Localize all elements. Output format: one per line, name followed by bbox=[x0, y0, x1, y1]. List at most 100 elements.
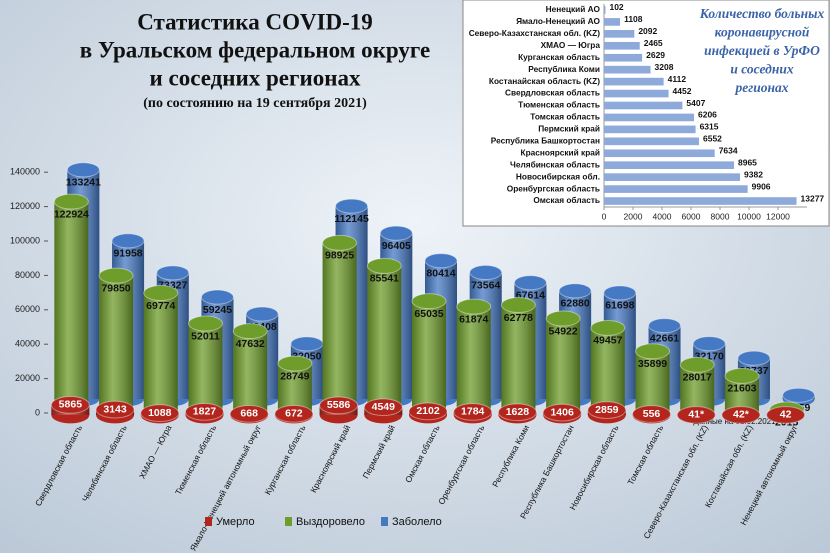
cylinder-top bbox=[143, 285, 179, 301]
cylinder-top bbox=[679, 356, 715, 373]
cylinder-top bbox=[229, 404, 269, 423]
y-tick-label: 20000 bbox=[15, 373, 40, 383]
bar bbox=[604, 113, 694, 122]
value-label: 65035 bbox=[414, 308, 443, 320]
bar bbox=[604, 197, 797, 205]
cylinder-top bbox=[587, 401, 627, 419]
cylinder-top bbox=[513, 275, 547, 291]
cylinder-top bbox=[95, 400, 135, 419]
value-label: 9382 bbox=[744, 169, 763, 179]
cylinder-top bbox=[408, 402, 448, 421]
cylinder-top bbox=[184, 402, 224, 421]
cylinder-top bbox=[632, 405, 672, 423]
cylinder-top bbox=[379, 225, 413, 241]
value-label: 102 bbox=[609, 2, 623, 12]
value-label: 3143 bbox=[103, 403, 127, 415]
cylinder-shade bbox=[501, 305, 536, 413]
cylinder-top bbox=[156, 265, 190, 281]
cylinder-top bbox=[140, 404, 180, 422]
value-label: 61698 bbox=[605, 300, 634, 312]
cylinder-top bbox=[98, 267, 134, 284]
value-label: 2102 bbox=[416, 405, 440, 417]
x-tick-label: 0 bbox=[602, 211, 607, 221]
value-label: 112145 bbox=[334, 213, 369, 225]
y-tick-label: Свердловская область bbox=[505, 88, 600, 98]
inset-title-line: коронавирусной bbox=[715, 25, 810, 40]
subtitle: (по состоянию на 19 сентября 2021) bbox=[143, 96, 367, 111]
y-tick-label: 120000 bbox=[10, 201, 40, 211]
cylinder-top bbox=[111, 233, 145, 249]
cylinder-shade bbox=[233, 331, 268, 413]
bar bbox=[604, 173, 741, 181]
value-label: 42661 bbox=[650, 332, 679, 344]
cylinder-top bbox=[245, 306, 279, 322]
value-label: 96405 bbox=[382, 240, 411, 252]
cylinder-shade bbox=[322, 242, 357, 413]
x-tick-label: 12000 bbox=[766, 211, 790, 221]
cylinder-top bbox=[635, 343, 671, 360]
legend-label: Умерло bbox=[216, 516, 255, 528]
y-tick-label: Новосибирская обл. bbox=[516, 171, 600, 181]
value-label: 91958 bbox=[113, 248, 142, 260]
cylinder-shade bbox=[590, 327, 625, 413]
cylinder-shade bbox=[367, 265, 402, 413]
y-tick-label: 80000 bbox=[15, 270, 40, 280]
value-label: 3208 bbox=[655, 62, 674, 72]
title-line: Статистика COVID-19 bbox=[137, 9, 373, 34]
x-tick-label: 4000 bbox=[653, 211, 672, 221]
legend-swatch bbox=[205, 517, 212, 526]
cylinder-top bbox=[590, 319, 626, 336]
y-tick-label: Курганская область bbox=[518, 52, 600, 62]
cylinder-top bbox=[411, 293, 447, 310]
value-label: 42 bbox=[780, 409, 792, 421]
bar bbox=[604, 53, 643, 62]
inset-title-line: Количество больных bbox=[699, 6, 825, 21]
value-label: 80414 bbox=[426, 267, 455, 279]
legend-swatch bbox=[381, 517, 388, 526]
value-label: 1628 bbox=[506, 406, 530, 418]
inset-title-line: и соседних bbox=[730, 62, 793, 77]
y-tick-label: Томская область bbox=[530, 112, 600, 122]
y-tick-label: Красноярский край bbox=[521, 147, 600, 157]
value-label: 1784 bbox=[461, 406, 485, 418]
value-label: 4112 bbox=[668, 74, 687, 84]
bar bbox=[604, 30, 635, 38]
value-label: 2465 bbox=[644, 38, 663, 48]
bar bbox=[604, 137, 700, 146]
bar bbox=[604, 65, 651, 74]
value-label: 122924 bbox=[54, 208, 89, 220]
bar bbox=[604, 6, 606, 14]
cylinder-shade bbox=[188, 323, 223, 413]
y-tick-label: Ненецкий АО bbox=[546, 4, 601, 14]
y-tick-label: Челябинская область bbox=[510, 159, 600, 169]
value-label: 1827 bbox=[193, 406, 217, 418]
value-label: 2859 bbox=[595, 404, 619, 416]
cylinder-shade bbox=[546, 318, 581, 413]
x-tick-label: 6000 bbox=[682, 211, 701, 221]
cylinder-top bbox=[545, 310, 581, 327]
cylinder-shade bbox=[277, 363, 312, 413]
value-label: 98925 bbox=[325, 250, 354, 262]
cylinder-shade bbox=[143, 292, 178, 413]
bar bbox=[604, 161, 734, 170]
cylinder-top bbox=[53, 193, 89, 210]
value-label: 6315 bbox=[700, 122, 719, 132]
cylinder-top bbox=[737, 350, 771, 366]
cylinder-top bbox=[542, 403, 582, 422]
cylinder-shade bbox=[680, 364, 715, 413]
y-tick-label: Оренбургская область bbox=[507, 183, 600, 193]
value-label: 1108 bbox=[624, 14, 643, 24]
cylinder-top bbox=[721, 406, 761, 424]
title-line: и соседних регионах bbox=[150, 65, 361, 90]
value-label: 6552 bbox=[703, 134, 722, 144]
cylinder-top bbox=[676, 406, 716, 424]
cylinder-top bbox=[469, 264, 503, 281]
value-label: 52011 bbox=[191, 330, 220, 342]
value-label: 6206 bbox=[698, 110, 717, 120]
value-label: 28017 bbox=[683, 372, 712, 384]
value-label: 2629 bbox=[646, 50, 665, 60]
value-label: 73564 bbox=[471, 279, 500, 291]
value-label: 13277 bbox=[801, 193, 825, 203]
y-tick-label: Пермский край bbox=[538, 124, 600, 134]
cylinder-top bbox=[558, 283, 592, 299]
